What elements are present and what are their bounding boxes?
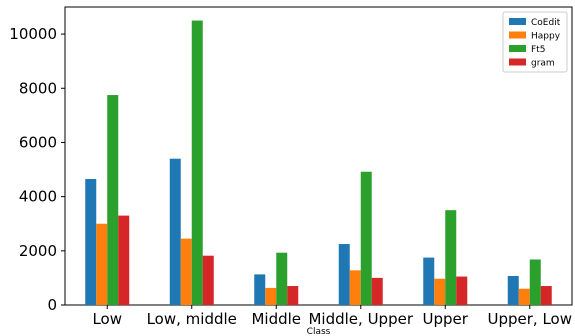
y-axis: 0 2000 4000 6000 8000 10000 <box>9 25 65 314</box>
legend-label-ft5: Ft5 <box>531 45 545 55</box>
bar-happy-4 <box>434 278 446 305</box>
y-tick-label: 2000 <box>19 242 57 260</box>
bar-happy-1 <box>180 238 192 305</box>
bar-gram-2 <box>287 286 299 305</box>
legend-swatch-ft5 <box>509 45 526 52</box>
bar-ft5-5 <box>529 259 541 305</box>
bar-happy-2 <box>265 287 277 305</box>
x-axis-label: Class <box>307 327 331 336</box>
x-tick-label: Middle <box>251 310 301 328</box>
legend-box <box>502 11 568 73</box>
legend-label-coedit: CoEdit <box>531 18 561 28</box>
bar-coedit-1 <box>169 158 181 305</box>
bar-coedit-2 <box>254 274 266 305</box>
bar-happy-0 <box>96 223 108 305</box>
y-tick-label: 8000 <box>19 79 57 97</box>
x-tick-label: Upper, Low <box>488 310 573 328</box>
plot-area <box>64 6 573 306</box>
bar-gram-3 <box>371 277 383 305</box>
x-tick-label: Upper <box>423 310 469 328</box>
legend: CoEdit Happy Ft5 gram <box>502 11 568 73</box>
legend-label-happy: Happy <box>531 32 561 42</box>
bar-coedit-5 <box>507 276 519 305</box>
bar-ft5-2 <box>276 252 288 305</box>
bar-ft5-1 <box>191 20 203 306</box>
x-tick-label: Low, middle <box>147 310 237 328</box>
bar-happy-3 <box>349 270 361 305</box>
legend-swatch-coedit <box>509 18 526 25</box>
bar-ft5-0 <box>107 95 119 305</box>
bar-gram-4 <box>456 276 468 305</box>
y-tick-label: 0 <box>47 296 57 314</box>
bar-ft5-4 <box>445 210 457 305</box>
bars-layer <box>85 20 552 306</box>
legend-swatch-happy <box>509 31 526 39</box>
bar-coedit-3 <box>338 244 350 305</box>
x-tick-label: Middle, Upper <box>308 310 413 328</box>
bar-gram-0 <box>118 215 130 305</box>
y-tick-label: 4000 <box>19 188 57 206</box>
bar-gram-1 <box>202 255 214 305</box>
bar-coedit-4 <box>423 257 435 305</box>
x-axis: Low Low, middle Middle Middle, Upper Upper Up… <box>92 305 572 328</box>
bar-gram-5 <box>540 286 552 305</box>
bar-happy-5 <box>518 288 530 305</box>
x-tick-label: Low <box>92 310 122 328</box>
y-tick-label: 10000 <box>9 25 57 43</box>
bar-ft5-3 <box>360 171 372 305</box>
legend-label-gram: gram <box>531 59 555 69</box>
y-tick-label: 6000 <box>19 133 57 151</box>
bar-coedit-0 <box>85 179 97 305</box>
legend-swatch-gram <box>509 58 526 66</box>
